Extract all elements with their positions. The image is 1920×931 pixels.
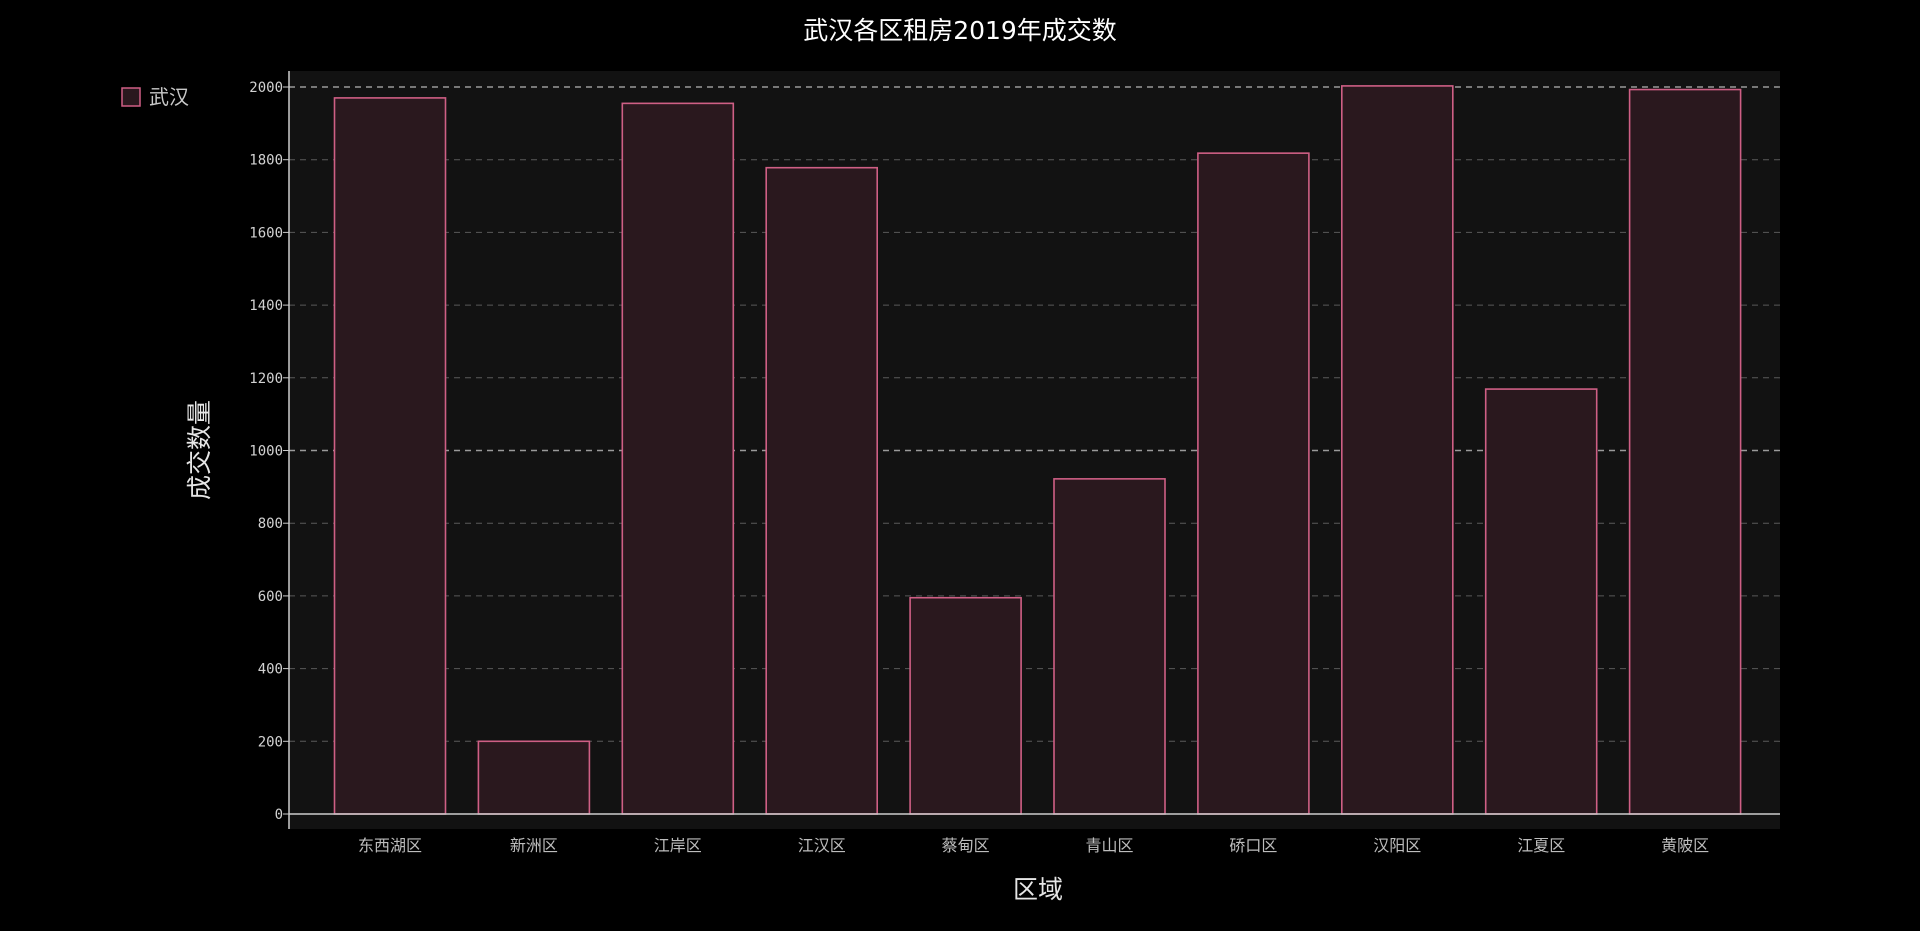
- bar-7[interactable]: [1197, 152, 1310, 815]
- bars: [333, 85, 1742, 815]
- y-tick-label: 600: [258, 589, 283, 605]
- x-tick-label: 蔡甸区: [942, 836, 990, 855]
- y-tick-label: 400: [258, 662, 283, 678]
- x-tick-label: 黄陂区: [1661, 836, 1709, 855]
- bar-8[interactable]: [1341, 85, 1454, 815]
- y-tick-label: 200: [258, 734, 283, 750]
- bar-1[interactable]: [333, 97, 447, 815]
- y-tick-label: 1800: [249, 153, 283, 169]
- x-tick-label: 青山区: [1085, 836, 1133, 855]
- bar-9[interactable]: [1484, 388, 1598, 815]
- bar-2[interactable]: [477, 740, 591, 815]
- x-tick-label: 硚口区: [1229, 836, 1277, 855]
- bar-5[interactable]: [909, 596, 1022, 815]
- y-tick-label: 0: [275, 807, 283, 823]
- x-tick-label: 江岸区: [654, 836, 702, 855]
- x-tick-labels: 东西湖区 新洲区 江岸区 江汉区 蔡甸区 青山区 硚口区 汉阳区 江夏区 黄陂区: [358, 836, 1709, 855]
- x-tick-label: 江夏区: [1517, 836, 1565, 855]
- legend-swatch[interactable]: [121, 87, 141, 107]
- bar-10[interactable]: [1628, 88, 1742, 815]
- legend[interactable]: 武汉: [121, 85, 189, 109]
- x-tick-label: 江汉区: [798, 836, 846, 855]
- bar-4[interactable]: [765, 166, 879, 815]
- x-tick-label: 汉阳区: [1373, 836, 1421, 855]
- bar-3[interactable]: [621, 102, 735, 815]
- y-tick-labels: 0 200 400 600 800 1000 1200 1400 1600 1800 2000: [249, 80, 289, 823]
- x-tick-label: 东西湖区: [358, 836, 422, 855]
- y-tick-label: 800: [258, 516, 283, 532]
- chart-title: 武汉各区租房2019年成交数: [803, 16, 1117, 45]
- y-tick-label: 1400: [249, 298, 283, 314]
- y-tick-label: 1200: [249, 371, 283, 387]
- y-tick-label: 1600: [249, 225, 283, 241]
- x-tick-label: 新洲区: [510, 836, 558, 855]
- legend-label[interactable]: 武汉: [149, 85, 189, 109]
- bar-6[interactable]: [1053, 478, 1166, 815]
- y-tick-label: 1000: [249, 444, 283, 460]
- y-tick-label: 2000: [249, 80, 283, 96]
- y-axis-title: 成交数量: [185, 400, 214, 500]
- x-axis-title: 区域: [1013, 875, 1063, 904]
